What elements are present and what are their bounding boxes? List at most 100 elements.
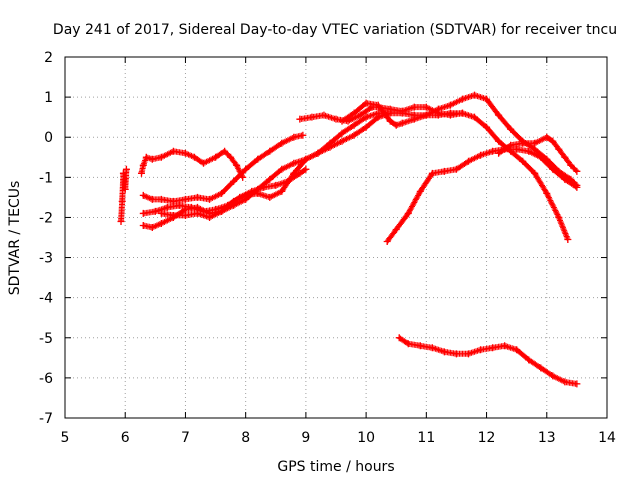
data-point bbox=[573, 380, 581, 388]
y-tick-label: 1 bbox=[44, 90, 53, 106]
data-point bbox=[428, 169, 436, 177]
y-tick-label: -6 bbox=[39, 371, 53, 387]
data-point bbox=[549, 165, 557, 173]
data-point bbox=[338, 137, 346, 145]
data-point bbox=[221, 147, 229, 155]
data-point bbox=[567, 161, 575, 169]
data-point bbox=[434, 105, 442, 113]
data-point bbox=[227, 153, 235, 161]
data-point bbox=[395, 334, 403, 342]
data-point bbox=[350, 121, 358, 129]
data-point bbox=[440, 167, 448, 175]
data-point bbox=[230, 177, 238, 185]
series-sat-a bbox=[117, 165, 130, 225]
data-point bbox=[193, 203, 201, 211]
data-point bbox=[242, 195, 250, 203]
x-tick-label: 8 bbox=[241, 430, 250, 446]
data-point bbox=[278, 187, 286, 195]
x-tick-label: 6 bbox=[121, 430, 130, 446]
x-tick-label: 5 bbox=[61, 430, 70, 446]
data-point bbox=[416, 187, 424, 195]
data-point bbox=[555, 145, 563, 153]
data-point bbox=[206, 213, 214, 221]
series-sat-i bbox=[383, 145, 581, 246]
y-tick-label: 0 bbox=[44, 130, 53, 146]
data-point bbox=[564, 236, 572, 244]
data-point bbox=[422, 103, 430, 111]
data-point bbox=[314, 149, 322, 157]
data-point bbox=[573, 167, 581, 175]
chart-title: Day 241 of 2017, Sidereal Day-to-day VTE… bbox=[53, 22, 617, 38]
data-point bbox=[181, 195, 189, 203]
data-point bbox=[139, 161, 147, 169]
data-point bbox=[350, 109, 358, 117]
data-point bbox=[398, 107, 406, 115]
data-point bbox=[157, 153, 165, 161]
data-point bbox=[278, 165, 286, 173]
data-point bbox=[157, 195, 165, 203]
data-point bbox=[193, 209, 201, 217]
data-point bbox=[483, 123, 491, 131]
data-point bbox=[501, 342, 509, 350]
data-point bbox=[148, 223, 156, 231]
x-axis-title: GPS time / hours bbox=[277, 459, 394, 475]
data-point bbox=[404, 209, 412, 217]
data-point bbox=[477, 346, 485, 354]
data-point bbox=[181, 211, 189, 219]
data-point bbox=[458, 95, 466, 103]
data-point bbox=[200, 159, 208, 167]
data-point bbox=[122, 165, 130, 173]
data-point bbox=[218, 207, 226, 215]
data-point bbox=[230, 201, 238, 209]
x-tick-label: 11 bbox=[417, 430, 435, 446]
data-point bbox=[119, 169, 127, 177]
y-tick-label: -4 bbox=[39, 291, 53, 307]
data-point bbox=[495, 111, 503, 119]
x-tick-label: 10 bbox=[357, 430, 375, 446]
data-point bbox=[233, 161, 241, 169]
data-point bbox=[148, 155, 156, 163]
data-point bbox=[362, 113, 370, 121]
y-tick-label: -7 bbox=[39, 411, 53, 427]
x-tick-label: 7 bbox=[181, 430, 190, 446]
data-point bbox=[561, 378, 569, 386]
data-point bbox=[495, 149, 503, 157]
data-point bbox=[242, 165, 250, 173]
data-point bbox=[175, 201, 183, 209]
data-point bbox=[266, 193, 274, 201]
plot-frame bbox=[64, 56, 608, 419]
data-point bbox=[410, 115, 418, 123]
data-point bbox=[169, 147, 177, 155]
data-point bbox=[148, 195, 156, 203]
data-point bbox=[428, 344, 436, 352]
data-point bbox=[139, 191, 147, 199]
data-point bbox=[181, 205, 189, 213]
x-tick-label: 14 bbox=[598, 430, 616, 446]
data-point bbox=[464, 157, 472, 165]
y-tick-label: -2 bbox=[39, 210, 53, 226]
data-point bbox=[446, 111, 454, 119]
grid bbox=[65, 57, 607, 418]
series-markers bbox=[138, 148, 246, 181]
data-point bbox=[386, 117, 394, 125]
data-point bbox=[193, 193, 201, 201]
data-point bbox=[452, 165, 460, 173]
data-point bbox=[290, 169, 298, 177]
data-point bbox=[549, 372, 557, 380]
data-point bbox=[212, 153, 220, 161]
data-point bbox=[157, 209, 165, 217]
data-point bbox=[163, 203, 171, 211]
data-point bbox=[543, 189, 551, 197]
data-point bbox=[356, 111, 364, 119]
data-point bbox=[296, 169, 304, 177]
data-point bbox=[308, 113, 316, 121]
data-point bbox=[561, 153, 569, 161]
data-point bbox=[302, 165, 310, 173]
y-tick-label: -5 bbox=[39, 331, 53, 347]
data-point bbox=[181, 149, 189, 157]
data-point bbox=[190, 153, 198, 161]
data-point bbox=[326, 143, 334, 151]
x-tick-label: 9 bbox=[301, 430, 310, 446]
data-point bbox=[362, 123, 370, 131]
y-tick-label: -3 bbox=[39, 251, 53, 267]
